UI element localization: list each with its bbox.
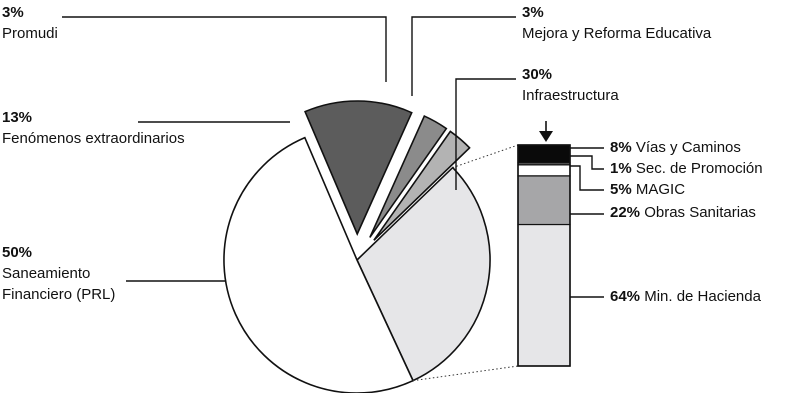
bar-label-vias-y-caminos: 8% Vías y Caminos [610, 139, 741, 156]
bar-leader-sec-de-promocion [570, 155, 604, 170]
connector-group [412, 144, 519, 382]
pie-pct-promudi: 3% [2, 4, 24, 21]
bar-pct-vias-y-caminos: 8% [610, 139, 632, 156]
leader-mejora-y-reforma-educativa [411, 16, 516, 96]
pie-label-promudi: Promudi [2, 25, 58, 42]
bar-name-magic: MAGIC [632, 181, 686, 198]
bar-label-obras-sanitarias: 22% Obras Sanitarias [610, 204, 756, 221]
bar-outline [517, 144, 571, 367]
pie-pct-infraestructura: 30% [522, 66, 552, 83]
connector-bottom [412, 365, 519, 382]
pie-slice-mejora-y-reforma-educativa [373, 130, 471, 241]
pie-slice-promudi [369, 115, 448, 238]
leader-promudi [62, 16, 387, 82]
bar-name-obras-sanitarias: Obras Sanitarias [640, 204, 756, 221]
stacked-bar-group [517, 144, 571, 367]
bar-name-sec-de-promocion: Sec. de Promoción [632, 160, 763, 177]
bar-segment-obras-sanitarias [517, 175, 571, 226]
pie-label-infraestructura: Infraestructura [522, 87, 619, 104]
bar-segment-vias-y-caminos [517, 144, 571, 164]
pie-slice-infraestructura [356, 166, 491, 382]
bar-label-magic: 5% MAGIC [610, 181, 685, 198]
bar-label-sec-de-promocion: 1% Sec. de Promoción [610, 160, 763, 177]
bar-pct-min-de-hacienda: 64% [610, 288, 640, 305]
pie-pct-saneamiento-financiero-prl: 50% [2, 244, 32, 261]
pie-label-mejora-y-reforma-educativa: Mejora y Reforma Educativa [522, 25, 712, 42]
leader-infraestructura [455, 78, 516, 190]
bar-segment-magic [517, 164, 571, 177]
pie-slice-fenomenos-extraordinarios [304, 100, 413, 236]
breakdown-arrow-head [539, 131, 553, 142]
bar-pct-obras-sanitarias: 22% [610, 204, 640, 221]
pie-group [223, 100, 491, 393]
bar-label-min-de-hacienda: 64% Min. de Hacienda [610, 288, 762, 305]
bar-segment-min-de-hacienda [517, 223, 571, 367]
pie-label-fenomenos-extraordinarios: Fenómenos extraordinarios [2, 130, 185, 147]
pie-slice-saneamiento-financiero-prl [223, 136, 415, 393]
pie-label-group: 30% Infraestructura 50% Saneamiento Financie… [2, 4, 712, 303]
pie-label-saneamiento-financiero-prl-line-2: Financiero (PRL) [2, 286, 115, 303]
bar-leader-magic [570, 165, 604, 191]
pie-label-saneamiento-financiero-prl-line-1: Saneamiento [2, 265, 90, 282]
bar-pct-sec-de-promocion: 1% [610, 160, 632, 177]
bar-pct-magic: 5% [610, 181, 632, 198]
bar-name-vias-y-caminos: Vías y Caminos [632, 139, 741, 156]
pie-pct-fenomenos-extraordinarios: 13% [2, 109, 32, 126]
bar-name-min-de-hacienda: Min. de Hacienda [640, 288, 762, 305]
pie-pct-mejora-y-reforma-educativa: 3% [522, 4, 544, 21]
